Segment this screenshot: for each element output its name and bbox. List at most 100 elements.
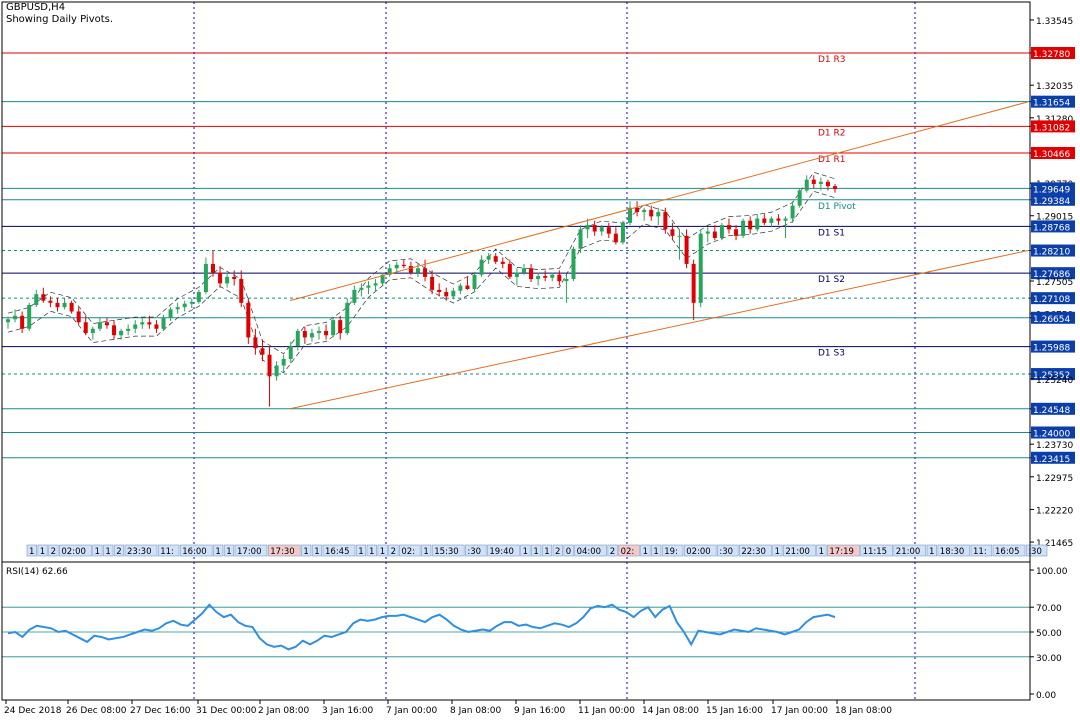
time-tag-label: 02: bbox=[621, 547, 635, 557]
rsi-line bbox=[7, 603, 836, 651]
price-tag-label: 1.23415 bbox=[1033, 455, 1070, 465]
time-axis-label: 15 Jan 16:00 bbox=[706, 706, 763, 716]
price-tag bbox=[1031, 340, 1075, 353]
candle bbox=[613, 227, 618, 245]
time-tag-label: 23:30 bbox=[127, 547, 152, 557]
time-tag bbox=[124, 544, 158, 557]
time-tag bbox=[431, 544, 465, 557]
candle bbox=[140, 317, 145, 329]
time-tag-label: 16:45 bbox=[325, 547, 350, 557]
candle bbox=[97, 317, 102, 331]
time-tag bbox=[213, 544, 224, 557]
rsi-tick-label: 50.00 bbox=[1036, 629, 1062, 639]
candle bbox=[175, 302, 180, 314]
time-tag-label: :30 bbox=[467, 547, 481, 557]
pivot-label: D1 Pivot bbox=[818, 202, 856, 212]
channel-upper-line bbox=[289, 101, 1029, 302]
price-tag bbox=[1031, 244, 1075, 257]
time-tag-label: 2 bbox=[610, 547, 615, 557]
time-tag-label: 02: bbox=[401, 547, 415, 557]
pivot-label: D1 R3 bbox=[818, 55, 846, 65]
rsi-tick-label: 30.00 bbox=[1036, 654, 1062, 664]
candle bbox=[705, 227, 710, 243]
time-tag-label: 17:19 bbox=[829, 547, 854, 557]
pivot-label: D1 R2 bbox=[818, 128, 846, 138]
candle bbox=[712, 225, 717, 241]
candle bbox=[246, 298, 251, 344]
time-tag bbox=[377, 544, 388, 557]
time-tag-label: 1 bbox=[29, 547, 34, 557]
time-tag-label: 0 bbox=[566, 547, 571, 557]
time-tag-label: 17:00 bbox=[237, 547, 262, 557]
price-tag-label: 1.25988 bbox=[1033, 344, 1070, 354]
candle bbox=[133, 320, 138, 334]
time-tag bbox=[59, 544, 92, 557]
candle bbox=[232, 270, 237, 286]
tick-label: 1.32035 bbox=[1036, 82, 1073, 92]
tick-label: 1.33545 bbox=[1036, 17, 1073, 27]
price-tag-label: 1.31654 bbox=[1033, 99, 1070, 109]
time-tag-label: 1 bbox=[775, 547, 780, 557]
time-tag-label: 1 bbox=[523, 547, 528, 557]
time-tag bbox=[465, 544, 487, 557]
time-tag-label: 1 bbox=[643, 547, 648, 557]
candle bbox=[168, 307, 173, 321]
rsi-label: RSI(14) 62.66 bbox=[6, 567, 68, 577]
candle bbox=[734, 225, 739, 241]
candle bbox=[804, 175, 809, 193]
price-tag-label: 1.29649 bbox=[1033, 185, 1070, 195]
candle bbox=[27, 302, 32, 331]
candle bbox=[380, 272, 385, 286]
candle bbox=[833, 183, 837, 193]
time-tag bbox=[574, 544, 607, 557]
candle bbox=[83, 315, 88, 336]
time-tag-label: 1 bbox=[423, 547, 428, 557]
time-tag bbox=[651, 544, 662, 557]
candle bbox=[606, 222, 611, 238]
time-tag bbox=[926, 544, 937, 557]
time-tag-label: 2 bbox=[51, 547, 56, 557]
time-tag bbox=[860, 544, 893, 557]
time-tag bbox=[157, 544, 180, 557]
candle bbox=[147, 315, 152, 329]
candle bbox=[818, 177, 823, 191]
time-tag bbox=[37, 544, 48, 557]
time-axis: 24 Dec 2018 26 Dec 08:00 27 Dec 16:00 31 De… bbox=[2, 699, 1030, 716]
price-tag-label: 1.28210 bbox=[1033, 248, 1070, 258]
time-axis-label: 3 Jan 16:00 bbox=[322, 706, 374, 716]
time-tag bbox=[640, 544, 651, 557]
candle bbox=[748, 216, 753, 234]
candle bbox=[126, 324, 131, 336]
time-tag bbox=[421, 544, 432, 557]
time-tag bbox=[267, 544, 301, 557]
time-tag bbox=[311, 544, 323, 557]
tick-label: 1.29015 bbox=[1036, 213, 1073, 223]
tick-label: 1.31280 bbox=[1036, 115, 1073, 125]
candle bbox=[465, 276, 470, 290]
rsi-tick-label: 100.00 bbox=[1036, 567, 1068, 577]
time-tag-label: 1 bbox=[358, 547, 363, 557]
candle bbox=[755, 214, 760, 232]
time-tag-label: 15:30 bbox=[434, 547, 459, 557]
time-axis-label: 27 Dec 16:00 bbox=[130, 706, 191, 716]
candle bbox=[578, 225, 583, 254]
tick-label: 1.22220 bbox=[1036, 506, 1073, 516]
candle bbox=[479, 255, 484, 277]
pivot-levels: D1 R3 D1 R2 D1 R1 D1 Pivot D1 S1 D1 S2 D1 S3 bbox=[2, 52, 1030, 459]
time-axis-label: 14 Jan 08:00 bbox=[642, 706, 699, 716]
candle bbox=[649, 205, 654, 221]
time-tag-label: 21:00 bbox=[896, 547, 921, 557]
time-tag-label: 16:00 bbox=[182, 547, 207, 557]
candle bbox=[41, 287, 46, 303]
candle bbox=[437, 283, 442, 297]
price-tag-label: 1.27686 bbox=[1033, 270, 1070, 280]
candle bbox=[161, 314, 166, 331]
candle bbox=[6, 316, 10, 329]
candle bbox=[331, 317, 336, 338]
time-tag-label: 1 bbox=[929, 547, 934, 557]
price-tag-label: 1.26654 bbox=[1033, 315, 1070, 325]
candle bbox=[338, 315, 343, 340]
candle bbox=[48, 296, 53, 308]
time-tag-label: 19:40 bbox=[489, 547, 514, 557]
